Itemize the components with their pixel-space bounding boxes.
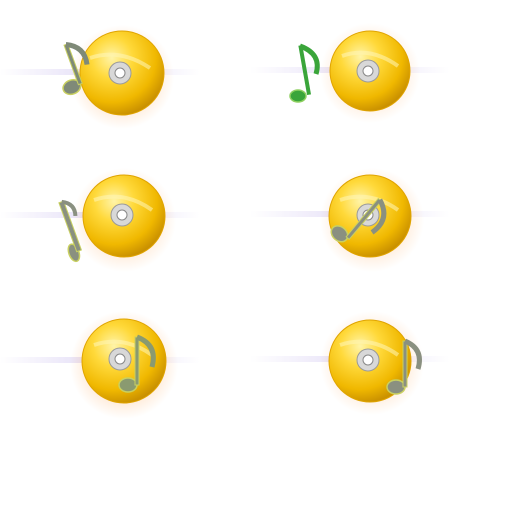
music-note-icon [289, 43, 320, 103]
sprite-frame-6 [250, 303, 450, 415]
sprite-frame-5 [0, 303, 200, 419]
sprite-frame-4 [250, 160, 450, 272]
music-note-icon [62, 42, 90, 96]
sprite-frame-2 [250, 18, 450, 128]
music-note-icon [58, 199, 83, 263]
disc-with-note-graphic [250, 168, 450, 272]
disc-with-note-graphic [250, 23, 450, 123]
music-note-icon [386, 338, 422, 395]
disc-with-note-graphic [250, 311, 450, 415]
sprite-frame-1 [0, 18, 200, 129]
disc-with-note-graphic [0, 168, 200, 272]
music-note-icon [118, 334, 156, 393]
sprite-frame-3 [0, 160, 200, 272]
music-note-icon [330, 197, 387, 243]
disc-with-note-graphic [0, 311, 200, 419]
disc-with-note-graphic [0, 25, 200, 129]
